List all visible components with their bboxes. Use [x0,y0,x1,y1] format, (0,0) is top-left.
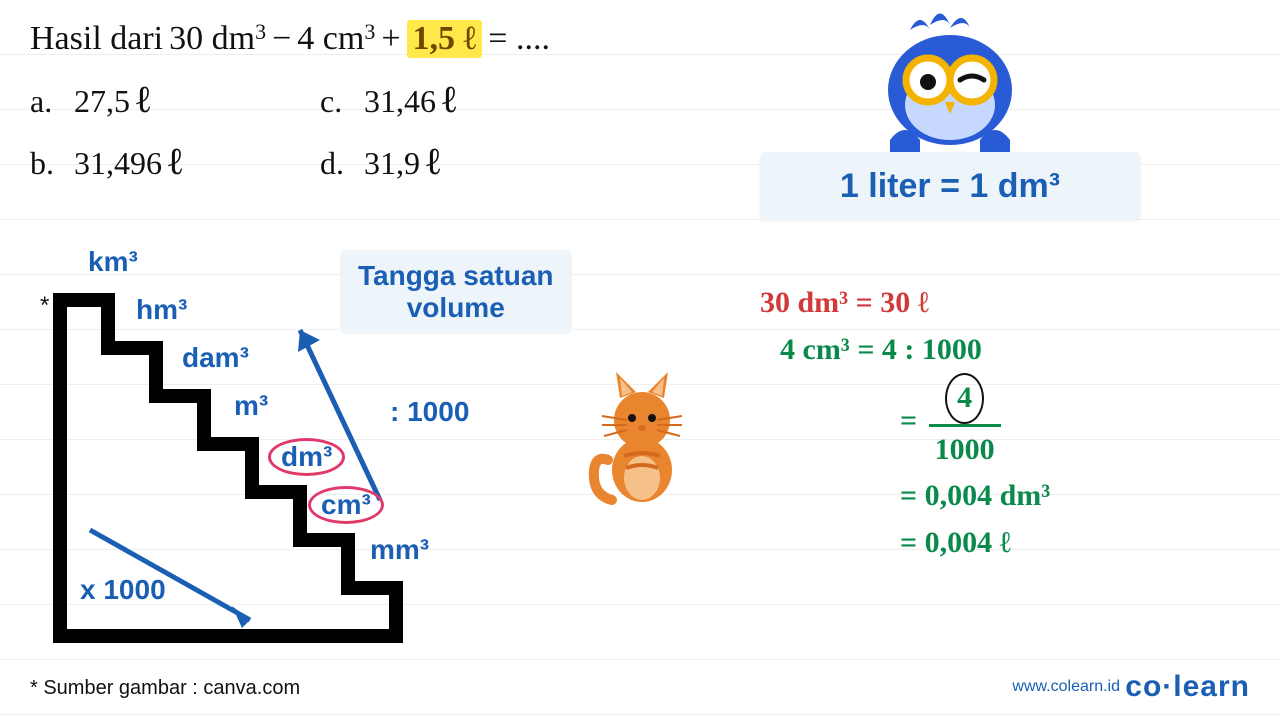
unit-m3: m³ [234,390,268,422]
unit-km3: km³ [88,246,138,278]
worked-solution: 30 dm³ = 30 ℓ 4 cm³ = 4 : 1000 = 4 1000 … [760,280,1050,566]
work-frac: = 4 1000 [900,373,1050,473]
image-source: * Sumber gambar : canva.com [30,677,300,700]
q-term1: 30 dm3 [169,20,266,58]
multiply-label: x 1000 [80,574,166,606]
unit-hm3: hm³ [136,294,187,326]
q-op1: − [272,20,291,58]
q-suffix: = .... [488,20,550,58]
brand-logo: co·learn [1125,670,1250,704]
option-a: a. 27,5 ℓ [30,78,280,122]
question-line: Hasil dari 30 dm3 − 4 cm3 + 1,5 ℓ = .... [30,20,550,58]
work-line2: 4 cm³ = 4 : 1000 [780,327,1050,374]
option-d: d. 31,9 ℓ [320,140,570,184]
brand-url: www.colearn.id [1012,678,1120,696]
q-highlight: 1,5 ℓ [407,20,483,58]
staircase-title: Tangga satuan volume [340,250,572,334]
unit-cm3: cm³ [308,486,384,524]
option-b: b. 31,496 ℓ [30,140,280,184]
q-term2: 4 cm3 [297,20,375,58]
work-line5: = 0,004 ℓ [900,520,1050,567]
options-grid: a. 27,5 ℓ c. 31,46 ℓ b. 31,496 ℓ d. 31,9… [30,78,570,184]
staircase-diagram: * Tangga satuan volume km³ hm³ dam³ m³ d… [20,250,580,650]
work-line1: 30 dm³ = 30 ℓ [760,280,1050,327]
unit-dam3: dam³ [182,342,249,374]
q-prefix: Hasil dari [30,20,163,58]
cat-icon [582,360,702,510]
fact-box: 1 liter = 1 dm³ [760,152,1140,220]
work-line4: = 0,004 dm³ [900,473,1050,520]
unit-mm3: mm³ [370,534,429,566]
q-op2: + [381,20,400,58]
option-c: c. 31,46 ℓ [320,78,570,122]
unit-dm3: dm³ [268,438,345,476]
divide-label: : 1000 [390,396,469,428]
